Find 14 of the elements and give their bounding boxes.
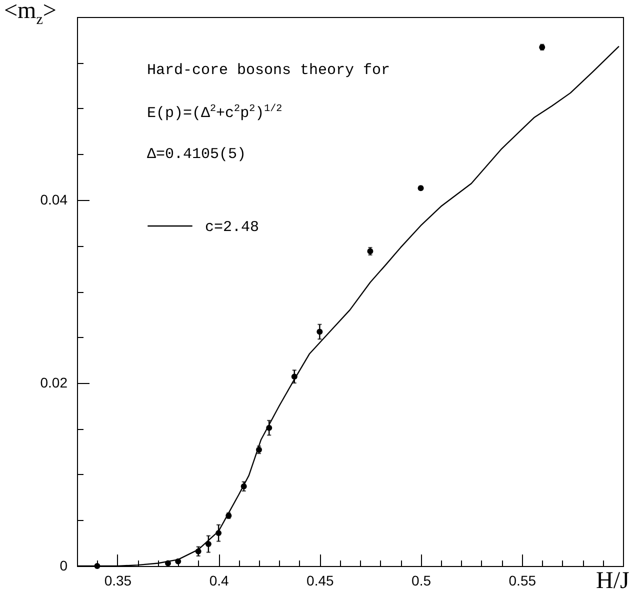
x-tick-label: 0.35: [104, 572, 132, 588]
x-tick-label: 0.5: [412, 572, 432, 588]
annotation: Hard-core bosons theory for: [147, 62, 390, 81]
y-axis-title: <m$_{z}$>: [4, 0, 56, 29]
x-axis-title: H/J: [596, 568, 630, 595]
annotation: E(p)=(Δ$^{2}$+c$^{2}$p$^{2}$)$^{1/2}$: [147, 104, 284, 124]
y-tick-label: 0.04: [40, 192, 68, 208]
y-tick-label: 0: [60, 558, 68, 574]
x-tick-label: 0.45: [306, 572, 334, 588]
x-tick-label: 0.4: [209, 572, 229, 588]
y-tick-label: 0.02: [40, 374, 68, 390]
legend-label: c=2.48: [205, 219, 260, 236]
annotation: Δ=0.4105(5): [147, 146, 248, 165]
x-tick-label: 0.55: [508, 572, 536, 588]
